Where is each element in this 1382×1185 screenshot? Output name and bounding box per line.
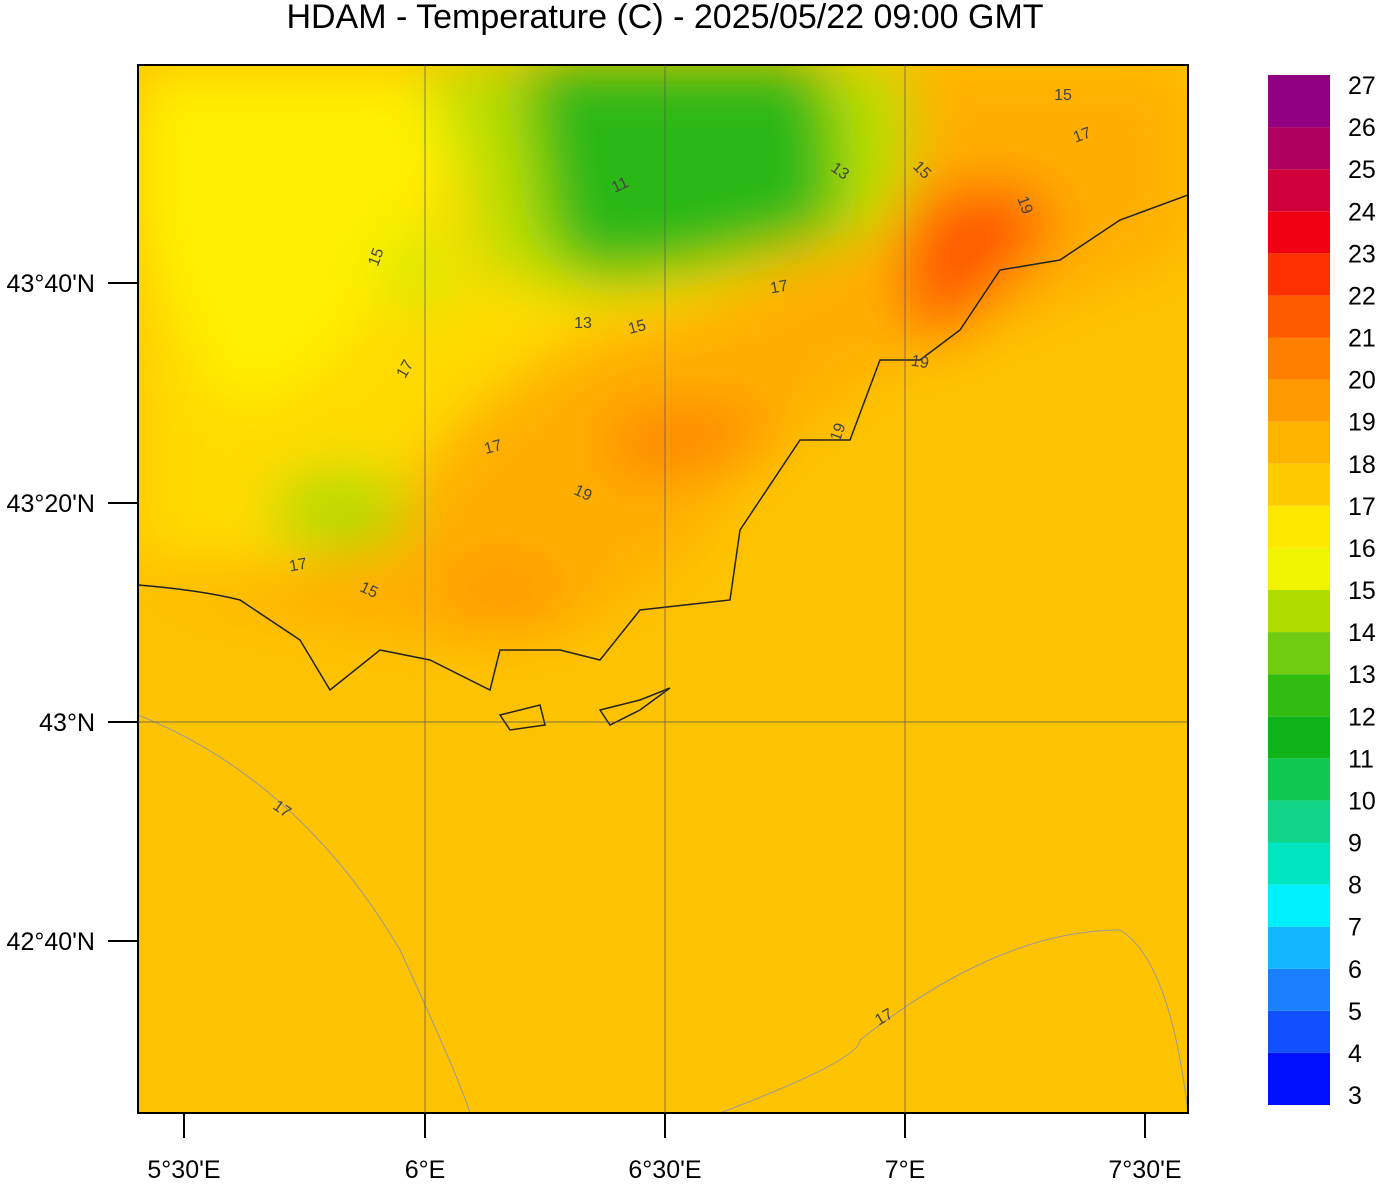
colorbar-segment xyxy=(1268,632,1330,675)
contour-label: 17 xyxy=(872,1006,896,1030)
lon-label: 7°30'E xyxy=(1108,1156,1181,1180)
colorbar-segment xyxy=(1268,295,1330,338)
colorbar-label: 7 xyxy=(1348,914,1362,942)
colorbar-label: 13 xyxy=(1348,661,1376,689)
colorbar-segment xyxy=(1268,421,1330,464)
contour-label: 17 xyxy=(482,437,504,458)
contour-label: 19 xyxy=(571,482,594,505)
colorbar-label: 3 xyxy=(1348,1082,1362,1110)
lat-label: 43°20'N xyxy=(7,490,95,518)
colorbar-segment xyxy=(1268,884,1330,927)
lon-label: 7°E xyxy=(885,1156,926,1180)
contour-label: 13 xyxy=(574,315,592,332)
colorbar-segment xyxy=(1268,842,1330,885)
colorbar-segment xyxy=(1268,505,1330,548)
contour-label: 17 xyxy=(769,278,790,298)
colorbar-segment xyxy=(1268,1052,1330,1105)
colorbar-label: 17 xyxy=(1348,493,1376,521)
colorbar-segment xyxy=(1268,968,1330,1011)
contour-label: 19 xyxy=(1013,194,1035,217)
colorbar-segment xyxy=(1268,211,1330,254)
contour-label: 15 xyxy=(1054,87,1072,104)
contour-label: 19 xyxy=(827,421,849,444)
title: HDAM - Temperature (C) - 2025/05/22 09:0… xyxy=(286,0,1043,36)
contour-label: 15 xyxy=(626,317,648,338)
lat-label: 43°40'N xyxy=(7,270,95,298)
contour-label: 15 xyxy=(365,246,387,269)
colorbar-segment xyxy=(1268,337,1330,380)
lat-label: 43°N xyxy=(39,709,95,737)
colorbar-segment xyxy=(1268,1010,1330,1053)
colorbar-label: 6 xyxy=(1348,956,1362,984)
colorbar-segment xyxy=(1268,590,1330,633)
colorbar-label: 14 xyxy=(1348,619,1376,647)
colorbar-label: 16 xyxy=(1348,535,1376,563)
lon-label: 5°30'E xyxy=(147,1156,220,1180)
lon-label: 6°E xyxy=(405,1156,446,1180)
colorbar-segment xyxy=(1268,547,1330,590)
colorbar-segment xyxy=(1268,127,1330,170)
colorbar-label: 19 xyxy=(1348,409,1376,437)
colorbar-label: 12 xyxy=(1348,703,1376,731)
lat-label: 42°40'N xyxy=(7,928,95,956)
colorbar-label: 23 xyxy=(1348,240,1376,268)
colorbar-label: 10 xyxy=(1348,787,1376,815)
colorbar-segment xyxy=(1268,253,1330,296)
colorbar-segment xyxy=(1268,800,1330,843)
colorbar-label: 5 xyxy=(1348,998,1362,1026)
contour-label: 11 xyxy=(609,174,631,196)
colorbar-label: 9 xyxy=(1348,830,1362,858)
colorbar-segment xyxy=(1268,379,1330,422)
colorbar-label: 21 xyxy=(1348,325,1376,353)
map-frame xyxy=(137,64,1189,1114)
contour-label: 17 xyxy=(288,556,309,576)
colorbar-label: 8 xyxy=(1348,872,1362,900)
colorbar-segment xyxy=(1268,674,1330,717)
colorbar-segment xyxy=(1268,926,1330,969)
colorbar-label: 26 xyxy=(1348,114,1376,142)
colorbar-segment xyxy=(1268,758,1330,801)
colorbar-label: 11 xyxy=(1348,745,1374,773)
colorbar-label: 20 xyxy=(1348,367,1376,395)
colorbar-segment xyxy=(1268,716,1330,759)
colorbar-label: 15 xyxy=(1348,577,1376,605)
colorbar-label: 27 xyxy=(1348,72,1376,100)
colorbar-label: 4 xyxy=(1348,1040,1362,1068)
colorbar-label: 18 xyxy=(1348,451,1376,479)
contour-label: 15 xyxy=(357,579,380,602)
colorbar-segment xyxy=(1268,463,1330,506)
contour-label: 19 xyxy=(910,353,931,373)
lon-label: 6°30'E xyxy=(628,1156,701,1180)
colorbar-label: 25 xyxy=(1348,156,1376,184)
colorbar-segment xyxy=(1268,75,1330,128)
contour-label: 17 xyxy=(394,357,418,381)
contour-label: 17 xyxy=(1071,124,1094,146)
colorbar-label: 24 xyxy=(1348,198,1376,226)
colorbar-label: 22 xyxy=(1348,282,1376,310)
colorbar-segment xyxy=(1268,169,1330,212)
